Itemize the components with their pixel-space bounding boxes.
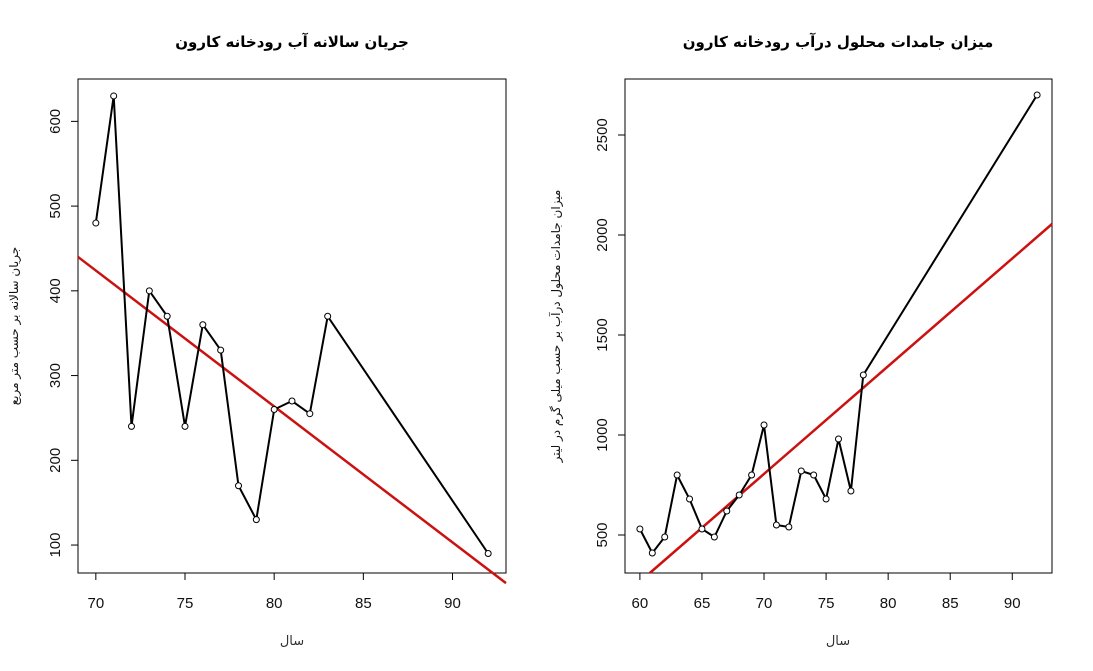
data-point [1033, 91, 1041, 99]
data-point [785, 523, 793, 531]
x-axis: 70 75 80 85 90 [87, 572, 461, 612]
plot-area [636, 91, 1053, 574]
y-tick-label: 600 [47, 109, 64, 134]
data-point [686, 495, 694, 503]
y-tick-label: 500 [594, 522, 611, 547]
y-axis-label: جریان سالانه بر حسب متر مربع [7, 247, 22, 406]
data-point [484, 550, 492, 558]
chart-panel-dissolved-solids: میزان جامدات محلول درآب رودخانه کارون 60… [548, 33, 1053, 649]
data-point [748, 471, 756, 479]
y-tick-label: 200 [47, 448, 64, 473]
x-axis-label: سال [280, 634, 304, 649]
x-tick-label: 65 [694, 595, 711, 612]
x-tick-label: 70 [756, 595, 773, 612]
data-point [698, 525, 706, 533]
series-line [94, 95, 490, 555]
data-point [288, 397, 296, 405]
data-point [760, 421, 768, 429]
data-point [723, 507, 731, 515]
y-tick-label: 2500 [594, 118, 611, 151]
trend-line [649, 223, 1053, 574]
y-axis: 100 200 300 400 500 600 [47, 109, 78, 558]
data-point [252, 516, 260, 524]
y-tick-label: 1500 [594, 318, 611, 351]
data-point [324, 312, 332, 320]
x-tick-label: 80 [266, 595, 283, 612]
data-point [199, 321, 207, 329]
data-point [217, 346, 225, 354]
data-point [92, 219, 100, 227]
y-axis: 500 1000 1500 2000 2500 [594, 118, 625, 548]
chart-panel-annual-flow: جریان سالانه آب رودخانه کارون 70 75 80 85 90… [7, 33, 507, 649]
x-tick-label: 85 [942, 595, 959, 612]
data-point [661, 533, 669, 541]
x-tick-label: 90 [444, 595, 461, 612]
y-tick-label: 300 [47, 363, 64, 388]
data-point [181, 422, 189, 430]
x-axis: 60 65 70 75 80 85 90 [632, 572, 1021, 612]
data-point [710, 533, 718, 541]
data-point [163, 312, 171, 320]
data-point [735, 491, 743, 499]
data-point [835, 435, 842, 443]
chart-title: جریان سالانه آب رودخانه کارون [175, 33, 409, 51]
y-axis-label: میزان جامدات محلول درآب بر حسب میلی گرم … [548, 190, 564, 464]
plot-frame [77, 78, 507, 574]
x-tick-label: 75 [818, 595, 835, 612]
x-tick-label: 75 [177, 595, 194, 612]
data-point [859, 371, 867, 379]
data-point [306, 410, 314, 418]
data-point [145, 287, 153, 295]
data-point [270, 405, 278, 413]
x-axis-label: سال [826, 634, 850, 649]
x-tick-label: 85 [355, 595, 372, 612]
y-tick-label: 500 [47, 194, 64, 219]
chart-title: میزان جامدات محلول درآب رودخانه کارون [683, 33, 994, 51]
data-point [636, 525, 644, 533]
series-line [639, 94, 1038, 555]
data-point [810, 471, 818, 479]
data-point [772, 521, 780, 529]
data-point [110, 92, 118, 100]
x-tick-label: 80 [880, 595, 897, 612]
data-point [847, 487, 855, 495]
data-point [797, 467, 805, 475]
x-tick-label: 70 [87, 595, 104, 612]
x-tick-label: 90 [1004, 595, 1021, 612]
y-tick-label: 400 [47, 278, 64, 303]
y-tick-label: 100 [47, 533, 64, 558]
data-point [822, 495, 830, 503]
data-point [235, 482, 242, 490]
trend-line [77, 255, 507, 585]
data-point [648, 549, 656, 557]
data-point [128, 422, 135, 430]
x-tick-label: 60 [632, 595, 649, 612]
data-point [673, 471, 681, 479]
plot-area [77, 92, 507, 585]
y-tick-label: 2000 [594, 218, 611, 251]
y-tick-label: 1000 [594, 418, 611, 451]
